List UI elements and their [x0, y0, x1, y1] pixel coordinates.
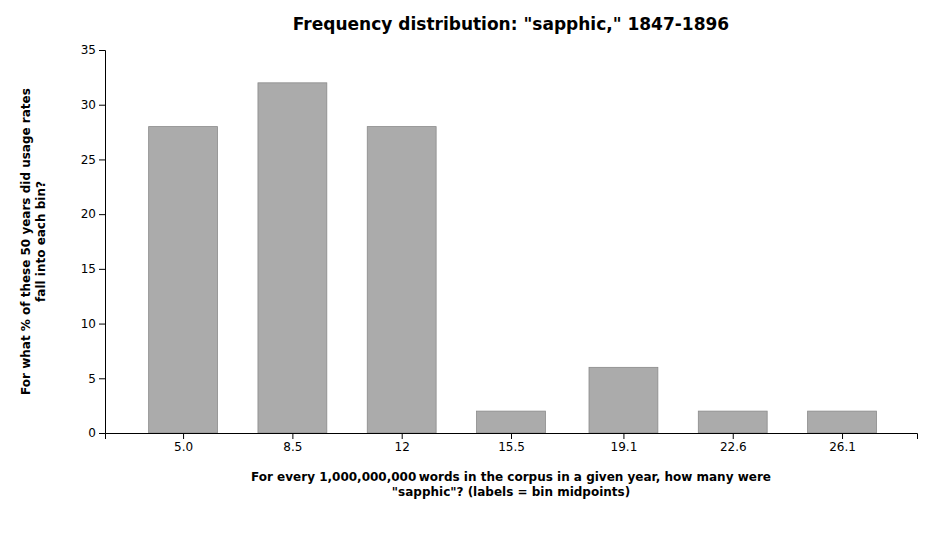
x-tick: 15.5 [498, 433, 525, 454]
x-tick-mark [511, 433, 512, 439]
y-tick: 15 [81, 262, 105, 276]
x-tick-mark [402, 433, 403, 439]
y-tick-label: 0 [88, 426, 96, 440]
x-tick: 12 [395, 433, 410, 454]
x-tick-mark [623, 433, 624, 439]
y-tick: 35 [81, 43, 105, 57]
bar [367, 127, 436, 433]
x-tick-mark [842, 433, 843, 439]
y-tick: 30 [81, 98, 105, 112]
x-axis-title: For every 1,000,000,000 words in the cor… [251, 470, 771, 499]
title: Frequency distribution: "sapphic," 1847-… [293, 14, 729, 34]
y-tick-label: 15 [81, 262, 96, 276]
y-tick-label: 5 [88, 372, 96, 386]
x-tick: 8.5 [283, 433, 302, 454]
y-tick-label: 20 [81, 207, 96, 221]
x-tick-mark [292, 433, 293, 439]
y-tick: 20 [81, 207, 105, 221]
x-tick: 22.6 [720, 433, 747, 454]
bar [808, 411, 877, 433]
bar [589, 367, 658, 433]
x-tick-label: 8.5 [283, 440, 302, 454]
plot-area: 5.0 8.5 12 15.5 19.1 22.6 26.1 0 5 10 15 20 25 30 35 [81, 43, 918, 453]
x-axis-line [106, 434, 918, 440]
x-tick-mark [733, 433, 734, 439]
x-tick: 19.1 [611, 433, 638, 454]
bar [258, 83, 327, 433]
x-tick-label: 5.0 [174, 440, 193, 454]
x-tick-label: 15.5 [498, 440, 525, 454]
y-tick-label: 10 [81, 317, 96, 331]
bar [698, 411, 767, 433]
y-axis-line [99, 51, 106, 434]
bar [149, 127, 218, 433]
x-tick-label: 19.1 [611, 440, 638, 454]
chart: 5.0 8.5 12 15.5 19.1 22.6 26.1 0 5 10 15 20 25 30 35 Fr… [0, 0, 947, 533]
y-tick-label: 35 [81, 43, 96, 57]
y-tick-mark [99, 269, 105, 270]
y-tick-label: 30 [81, 98, 96, 112]
y-tick-mark [99, 378, 105, 379]
x-tick: 26.1 [829, 433, 856, 454]
y-tick-mark [99, 50, 105, 51]
x-tick-label: 12 [395, 440, 410, 454]
y-tick-mark [99, 433, 105, 434]
y-axis: 0 5 10 15 20 25 30 35 [81, 43, 106, 440]
y-tick: 0 [88, 426, 105, 440]
bar [477, 411, 546, 433]
y-tick: 25 [81, 153, 105, 167]
x-tick-label: 22.6 [720, 440, 747, 454]
y-tick-mark [99, 324, 105, 325]
bars [149, 83, 877, 433]
y-tick-label: 25 [81, 153, 96, 167]
y-tick: 5 [88, 372, 105, 386]
y-tick-mark [99, 214, 105, 215]
y-axis-title: For what % of these 50 years did usage r… [19, 88, 48, 395]
x-tick-label: 26.1 [829, 440, 856, 454]
x-axis: 5.0 8.5 12 15.5 19.1 22.6 26.1 [106, 433, 918, 454]
x-tick: 5.0 [174, 433, 193, 454]
y-tick-mark [99, 105, 105, 106]
y-tick: 10 [81, 317, 105, 331]
x-tick-mark [183, 433, 184, 439]
y-tick-mark [99, 159, 105, 160]
